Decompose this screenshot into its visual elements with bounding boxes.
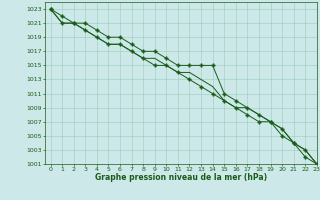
X-axis label: Graphe pression niveau de la mer (hPa): Graphe pression niveau de la mer (hPa)	[95, 173, 267, 182]
